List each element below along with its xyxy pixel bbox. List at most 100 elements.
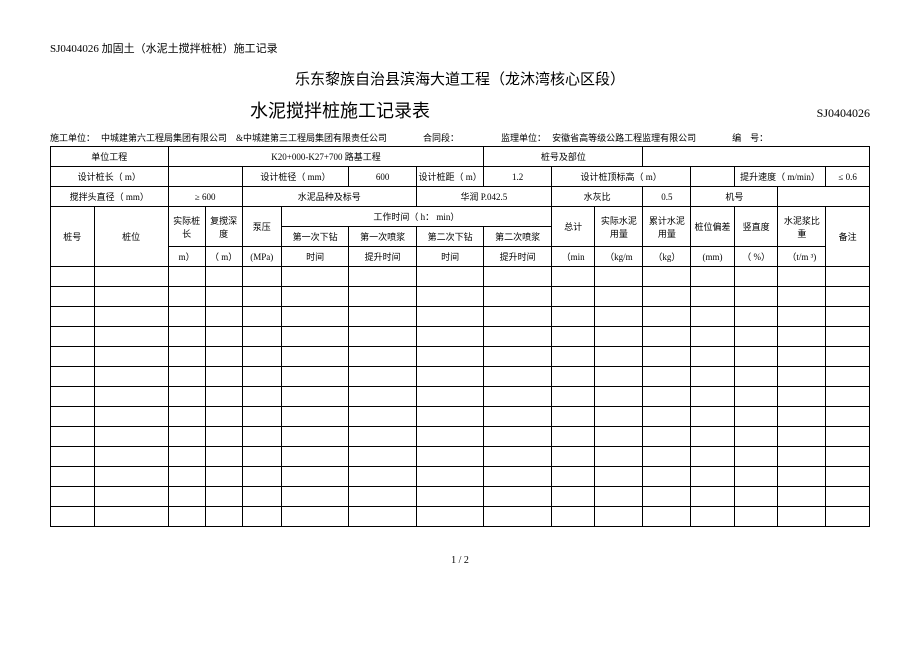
table-cell xyxy=(484,407,552,427)
table-cell xyxy=(734,267,778,287)
table-cell xyxy=(168,427,205,447)
lift-speed-label: 提升速度（ m/min） xyxy=(734,167,825,187)
serial-label: 编 号： xyxy=(732,131,768,144)
table-cell xyxy=(484,347,552,367)
table-cell xyxy=(734,327,778,347)
table-cell xyxy=(484,467,552,487)
table-cell xyxy=(691,507,735,527)
table-cell xyxy=(551,507,595,527)
table-cell xyxy=(691,447,735,467)
table-cell xyxy=(595,487,643,507)
table-cell xyxy=(168,407,205,427)
pile-no-section-value xyxy=(643,147,870,167)
table-cell xyxy=(484,367,552,387)
table-cell xyxy=(242,487,281,507)
table-cell xyxy=(778,307,826,327)
table-cell xyxy=(595,267,643,287)
supervisor-value: 安徽省高等级公路工程监理有限公司 xyxy=(552,131,696,144)
work-time-label: 工作时间（ h： min） xyxy=(281,207,551,227)
table-cell xyxy=(416,307,484,327)
table-cell xyxy=(242,447,281,467)
table-cell xyxy=(205,367,242,387)
table-cell xyxy=(643,307,691,327)
table-cell xyxy=(416,467,484,487)
remark-label: 备注 xyxy=(826,207,870,267)
table-cell xyxy=(242,367,281,387)
table-cell xyxy=(349,327,417,347)
table-cell xyxy=(94,347,168,367)
table-cell xyxy=(643,387,691,407)
table-cell xyxy=(691,367,735,387)
design-spacing-label: 设计桩距（ m） xyxy=(416,167,484,187)
unit-project-value: K20+000-K27+700 路基工程 xyxy=(168,147,484,167)
table-cell xyxy=(349,367,417,387)
table-row xyxy=(51,427,870,447)
table-cell xyxy=(778,287,826,307)
table-cell xyxy=(416,267,484,287)
table-cell xyxy=(595,447,643,467)
actual-len-unit: m） xyxy=(168,247,205,267)
table-cell xyxy=(734,307,778,327)
table-cell xyxy=(595,367,643,387)
table-cell xyxy=(242,387,281,407)
table-cell xyxy=(281,307,349,327)
table-row xyxy=(51,507,870,527)
machine-no-label: 机号 xyxy=(691,187,778,207)
table-cell xyxy=(51,487,95,507)
table-cell xyxy=(734,287,778,307)
table-cell xyxy=(51,387,95,407)
table-cell xyxy=(691,327,735,347)
table-cell xyxy=(826,307,870,327)
drill2-label: 第二次下钻 xyxy=(416,227,484,247)
table-cell xyxy=(826,487,870,507)
actual-len-label: 实际桩长 xyxy=(168,207,205,247)
table-cell xyxy=(94,287,168,307)
table-cell xyxy=(349,447,417,467)
table-row xyxy=(51,347,870,367)
table-cell xyxy=(51,427,95,447)
table-cell xyxy=(734,447,778,467)
table-cell xyxy=(349,467,417,487)
table-cell xyxy=(484,387,552,407)
table-row xyxy=(51,327,870,347)
table-cell xyxy=(595,287,643,307)
table-row xyxy=(51,307,870,327)
table-cell xyxy=(595,307,643,327)
table-cell xyxy=(778,387,826,407)
table-cell xyxy=(281,467,349,487)
total-label: 总计 xyxy=(551,207,595,247)
table-cell xyxy=(205,387,242,407)
table-cell xyxy=(595,407,643,427)
table-cell xyxy=(691,467,735,487)
spray1-time-label: 提升时间 xyxy=(349,247,417,267)
pump-pressure-label: 泵压 xyxy=(242,207,281,247)
table-cell xyxy=(595,427,643,447)
table-cell xyxy=(349,307,417,327)
table-cell xyxy=(484,507,552,527)
table-cell xyxy=(691,347,735,367)
table-cell xyxy=(551,387,595,407)
table-cell xyxy=(94,367,168,387)
design-len-value xyxy=(168,167,242,187)
table-cell xyxy=(205,507,242,527)
table-cell xyxy=(205,447,242,467)
table-cell xyxy=(205,327,242,347)
table-cell xyxy=(778,347,826,367)
slurry-sg-label: 水泥浆比重 xyxy=(778,207,826,247)
table-cell xyxy=(349,427,417,447)
table-cell xyxy=(484,327,552,347)
table-cell xyxy=(205,347,242,367)
contract-section-label: 合同段： xyxy=(423,131,459,144)
cement-type-value: 华润 P.042.5 xyxy=(416,187,551,207)
table-cell xyxy=(168,487,205,507)
table-cell xyxy=(778,487,826,507)
table-cell xyxy=(416,287,484,307)
table-cell xyxy=(826,387,870,407)
table-cell xyxy=(168,307,205,327)
table-cell xyxy=(416,387,484,407)
table-cell xyxy=(242,347,281,367)
table-cell xyxy=(242,407,281,427)
table-row xyxy=(51,367,870,387)
table-cell xyxy=(595,467,643,487)
table-cell xyxy=(94,307,168,327)
